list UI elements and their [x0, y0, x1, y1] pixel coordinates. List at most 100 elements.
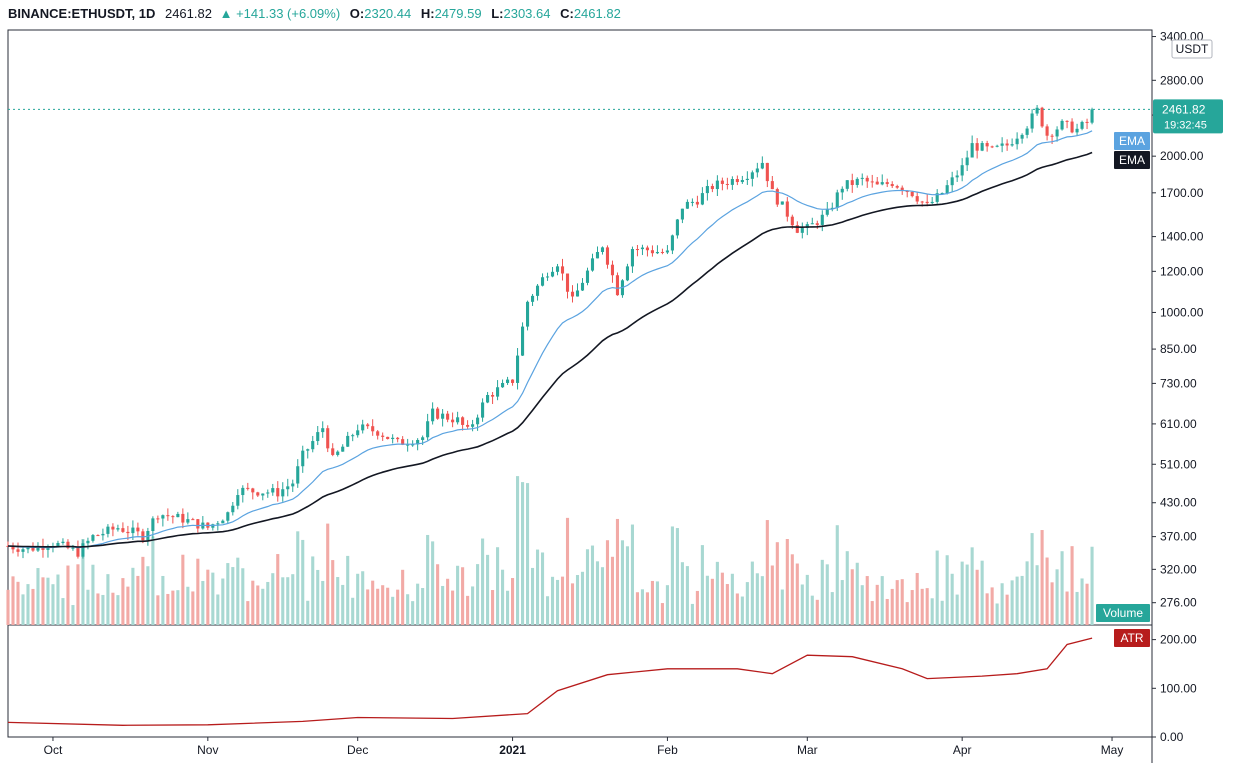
volume-bar — [396, 589, 400, 625]
candle-body — [790, 216, 794, 226]
volume-bar — [1000, 583, 1004, 625]
volume-bar — [1050, 582, 1054, 625]
candle-body — [820, 214, 824, 225]
volume-bar — [960, 561, 964, 625]
volume-bar — [366, 589, 370, 625]
symbol-name[interactable]: BINANCE:ETHUSDT, 1D — [8, 6, 156, 21]
candle-body — [71, 547, 75, 549]
volume-bar — [625, 546, 630, 625]
candle-body — [825, 208, 829, 215]
candle-body — [76, 547, 80, 557]
volume-bar — [171, 590, 175, 625]
volume-bar — [341, 584, 345, 625]
candle-body — [615, 275, 620, 296]
volume-bar — [815, 599, 819, 625]
axes: 3400.002800.002400.002000.001700.001400.… — [44, 30, 1204, 757]
volume-bar — [306, 600, 310, 625]
candle-body — [261, 493, 265, 496]
price-tick-label: 610.00 — [1160, 417, 1197, 431]
candle-body — [855, 178, 859, 185]
volume-bar — [76, 564, 80, 625]
candle-body — [296, 466, 300, 484]
candle-body — [1045, 126, 1049, 136]
volume-bar — [156, 595, 160, 625]
last-price-badge — [1153, 99, 1223, 134]
candle-body — [910, 191, 914, 197]
volume-bar — [81, 539, 85, 625]
volume-bar — [376, 588, 380, 625]
candle-body — [301, 450, 305, 467]
candle-body — [945, 185, 949, 193]
candle-body — [575, 290, 580, 297]
volume-bar — [421, 588, 425, 625]
candle-body — [590, 258, 595, 271]
volume-bar — [356, 573, 360, 625]
candle-body — [341, 446, 345, 452]
candle-body — [915, 196, 919, 202]
volume-bar — [615, 518, 620, 625]
volume-bar — [665, 585, 669, 625]
volume-bar — [800, 584, 804, 625]
candle-body — [1070, 121, 1074, 133]
volume-bar — [745, 582, 749, 625]
volume-bar — [446, 578, 450, 625]
volume-bar — [241, 568, 245, 625]
candle-body — [326, 428, 330, 449]
candle-body — [995, 145, 999, 147]
volume-bar — [51, 584, 55, 625]
candle-body — [266, 492, 270, 494]
volume-bar — [720, 572, 724, 625]
volume-bar — [910, 590, 914, 625]
price-tick-label: 320.00 — [1160, 562, 1197, 576]
volume-bar — [196, 558, 200, 625]
volume-bar — [381, 585, 385, 625]
volume-bar — [411, 601, 415, 625]
atr-line — [7, 637, 1093, 726]
volume-bar — [790, 554, 794, 625]
volume-bar — [1030, 533, 1034, 625]
volume-label: Volume — [1103, 606, 1143, 620]
candle-body — [471, 424, 475, 427]
volume-bar — [645, 592, 649, 625]
volume-bar — [865, 576, 869, 625]
time-tick-label: 2021 — [499, 743, 526, 757]
candle-body — [246, 487, 250, 489]
candle-body — [595, 251, 600, 259]
ema-fast-badge — [1114, 132, 1150, 150]
candle-body — [66, 541, 70, 549]
candle-body — [670, 235, 674, 251]
volume-bar — [41, 577, 45, 625]
candle-body — [1050, 135, 1054, 137]
candle-body — [860, 177, 864, 179]
volume-bar — [970, 547, 974, 625]
volume-bar — [191, 591, 195, 625]
candle-body — [1065, 120, 1069, 122]
candle-body — [331, 448, 335, 455]
volume-badge — [1096, 604, 1150, 622]
volume-bar — [321, 580, 325, 625]
volume-bar — [496, 547, 500, 625]
candlesticks — [6, 105, 1094, 559]
candle-body — [286, 486, 290, 490]
atr-label: ATR — [1120, 631, 1143, 645]
candle-body — [26, 547, 30, 550]
price-tick-label: 1200.00 — [1160, 264, 1204, 278]
volume-bar — [251, 580, 255, 625]
candle-body — [955, 175, 959, 178]
volume-bar — [226, 563, 230, 625]
volume-bar — [516, 476, 520, 625]
candle-body — [875, 181, 879, 185]
candle-body — [675, 219, 679, 236]
candle-body — [481, 402, 485, 418]
candle-body — [411, 444, 415, 446]
candle-body — [695, 201, 699, 205]
candle-body — [830, 207, 834, 209]
volume-bar — [336, 577, 340, 625]
candle-body — [511, 379, 515, 383]
volume-bar — [700, 545, 704, 625]
candle-body — [486, 394, 490, 403]
candle-body — [745, 178, 749, 181]
candle-body — [920, 201, 924, 203]
